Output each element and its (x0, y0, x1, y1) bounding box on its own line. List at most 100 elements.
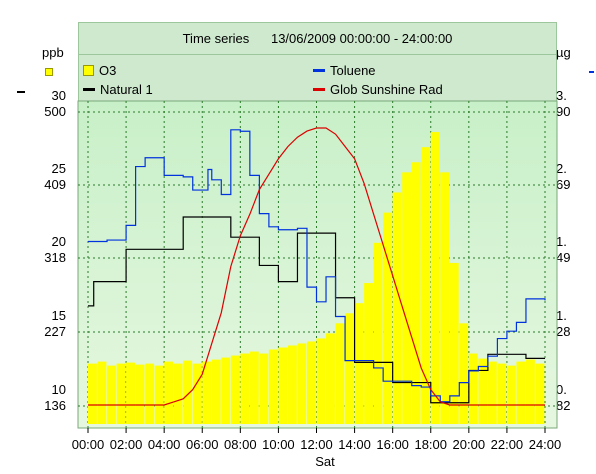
o3-bar (116, 363, 126, 424)
o3-bar (107, 365, 116, 424)
x-tick-label: 08:00 (224, 437, 257, 452)
x-tick-label: 06:00 (185, 437, 219, 452)
o3-bar (335, 323, 345, 424)
o3-bar (440, 172, 450, 424)
chart-date-range: 13/06/2009 00:00:00 - 24:00:00 (270, 31, 453, 46)
right-tick-1b: 1. (556, 308, 567, 323)
o3-bar (535, 363, 545, 424)
o3-bar (364, 283, 374, 424)
o3-bar (97, 361, 107, 424)
o3-bar (88, 363, 97, 424)
left-tick-409: 409 (44, 177, 66, 192)
o3-bar (354, 303, 364, 424)
x-tick-label: 20:00 (452, 437, 486, 452)
glob-sunshine-line (88, 127, 545, 406)
legend-item-toluene: Toluene (313, 63, 376, 78)
legend-item-o3: O3 (83, 63, 116, 78)
o3-bar (316, 338, 326, 424)
o3-bar (221, 357, 231, 424)
o3-bar (306, 341, 316, 424)
right-tick-2: 2. (556, 161, 567, 176)
legend-item-natural1: Natural 1 (83, 82, 153, 97)
o3-bar (126, 362, 136, 424)
legend-label-toluene: Toluene (330, 63, 376, 78)
o3-bar (525, 359, 535, 424)
right-tick-82: 82 (556, 398, 571, 413)
x-tick-label: 24:00 (528, 437, 562, 452)
right-tick-90: 90 (556, 104, 571, 119)
legend-swatch-glob-sunshine (313, 88, 325, 91)
legend-item-glob-sunshine: Glob Sunshine Rad (313, 82, 443, 97)
x-tick-label: 22:00 (490, 437, 524, 452)
x-axis-labels: 00:00 02:00 04:00 06:00 08:00 10:00 12:00 14:00… (0, 437, 596, 457)
o3-bar (373, 242, 383, 424)
o3-bar (506, 365, 516, 424)
right-tick-28: 28 (556, 324, 571, 339)
x-tick-label: 16:00 (376, 437, 409, 452)
o3-bar (145, 363, 155, 424)
o3-bar (278, 347, 288, 424)
o3-bar (268, 349, 278, 424)
legend-label-natural1: Natural 1 (100, 82, 153, 97)
o3-bar (259, 353, 269, 424)
o3-bar (164, 361, 174, 424)
o3-bar (345, 313, 354, 424)
x-day-label: Sat (315, 454, 335, 469)
o3-bar (459, 323, 469, 424)
chart-title-bar: Time series 13/06/2009 00:00:00 - 24:00:… (78, 22, 557, 55)
right-tick-3: 3. (556, 88, 567, 103)
legend-label-glob-sunshine: Glob Sunshine Rad (330, 82, 443, 97)
o3-bar (154, 365, 164, 424)
o3-bar (173, 363, 183, 424)
o3-bar (135, 364, 145, 424)
natural1-line (88, 216, 545, 404)
left-tick-20: 20 (51, 234, 66, 249)
o3-bar (468, 353, 478, 424)
o3-bar (230, 355, 240, 424)
o3-bar (430, 132, 440, 425)
left-tick-318: 318 (44, 250, 66, 265)
o3-bar (211, 359, 221, 424)
left-tick-25: 25 (51, 161, 66, 176)
legend-swatch-o3 (83, 65, 94, 76)
legend-label-o3: O3 (99, 63, 117, 78)
o3-bar (421, 147, 431, 424)
x-tick-label: 12:00 (300, 437, 333, 452)
left-tick-30: 30 (51, 88, 66, 103)
o3-bar (411, 162, 421, 424)
toluene-line (88, 129, 546, 403)
left-tick-15: 15 (51, 308, 66, 323)
legend: O3 Toluene Natural 1 Glob Sunshine Rad (78, 55, 557, 101)
x-tick-label: 02:00 (109, 437, 143, 452)
x-tick-label: 04:00 (147, 437, 181, 452)
o3-bar (478, 358, 488, 424)
o3-bar (287, 345, 297, 424)
o3-bar (383, 212, 393, 424)
left-tick-227: 227 (44, 324, 66, 339)
legend-swatch-natural1 (83, 88, 95, 91)
o3-bar (183, 360, 193, 424)
o3-bar (392, 192, 402, 424)
o3-bar (326, 333, 335, 424)
right-tick-0: 0. (556, 382, 567, 397)
right-tick-1a: 1. (556, 234, 567, 249)
left-tick-500: 500 (44, 104, 66, 119)
o3-bar (516, 361, 526, 424)
right-tick-49: 49 (556, 250, 571, 265)
o3-bar (297, 343, 307, 424)
o3-bar (202, 361, 212, 424)
o3-bar (449, 262, 459, 424)
x-tick-label: 14:00 (338, 437, 371, 452)
x-tick-label: 10:00 (262, 437, 295, 452)
left-tick-136: 136 (44, 398, 66, 413)
left-tick-10: 10 (51, 382, 66, 397)
right-tick-69: 69 (556, 177, 571, 192)
right-unit-marker (589, 71, 594, 73)
left-axis-dash (17, 91, 25, 93)
o3-bar (497, 363, 507, 424)
left-unit-label: ppb (42, 45, 64, 60)
chart-title: Time series (182, 31, 250, 46)
o3-bar (487, 361, 497, 424)
